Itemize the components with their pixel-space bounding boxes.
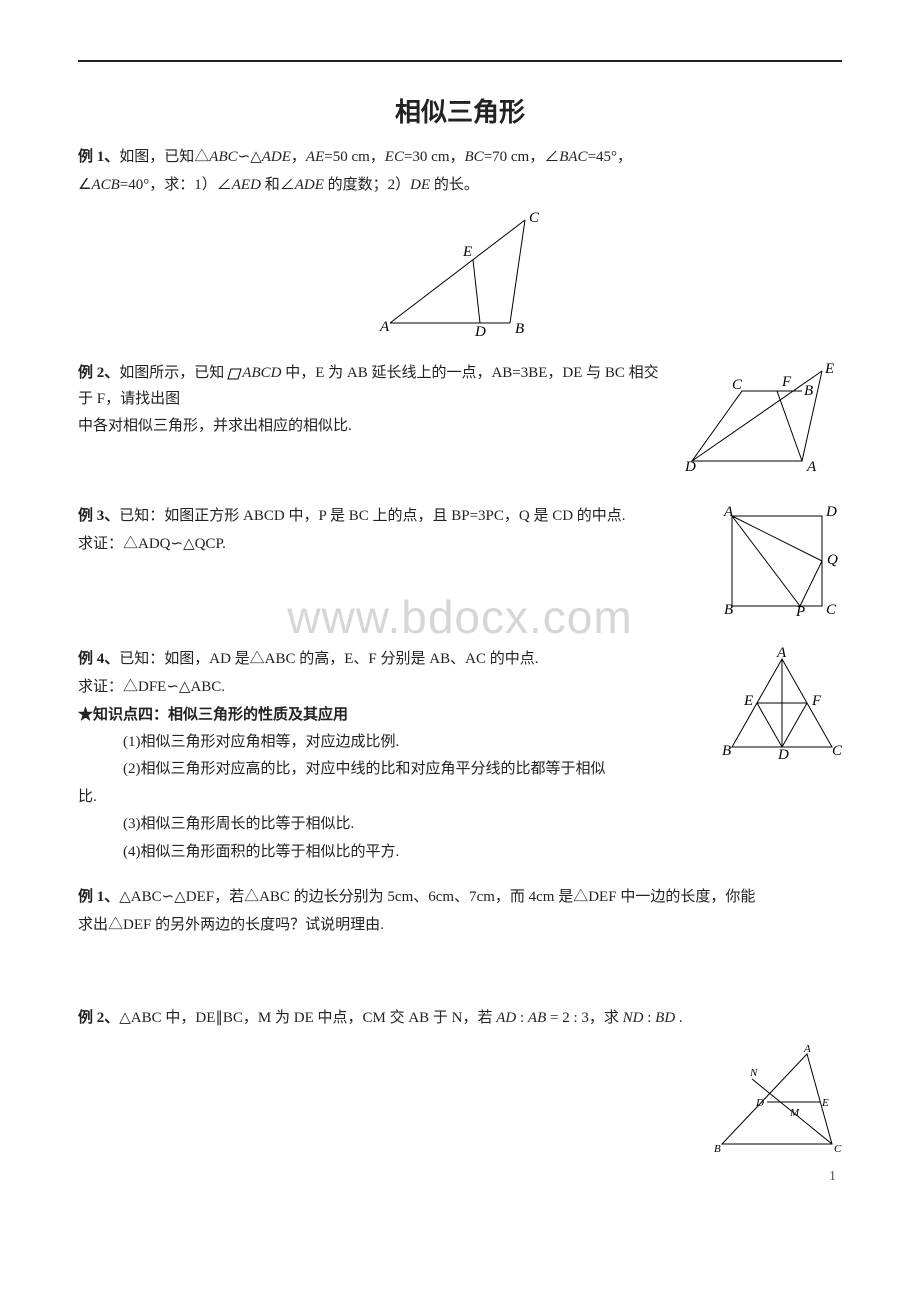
ex6-nd: ND (623, 1010, 644, 1026)
fig2-D: D (684, 459, 696, 473)
fig4-A: A (776, 647, 787, 661)
content: 相似三角形 例 1、如图，已知△ABC∽△ADE，AE=50 cm，EC=30 … (78, 92, 842, 1167)
ex1-c1: ， (291, 149, 306, 165)
example-1-line2: ∠ACB=40°，求：1）∠AED 和∠ADE 的度数；2）DE 的长。 (78, 173, 842, 199)
fig1-C: C (529, 210, 540, 226)
ex3-label: 例 3、 (78, 508, 119, 524)
ex1-ade2: ADE (295, 177, 324, 193)
fig4-F: F (811, 693, 822, 709)
example-1-line1: 例 1、如图，已知△ABC∽△ADE，AE=50 cm，EC=30 cm，BC=… (78, 145, 842, 171)
fig3-D: D (825, 504, 837, 520)
fig4-C: C (832, 743, 842, 759)
ex6-c1: : (516, 1010, 528, 1026)
ex6-ad: AD (496, 1010, 516, 1026)
fig1-D: D (474, 324, 486, 338)
ex6-tb: ，求 (589, 1010, 619, 1026)
ex1-bc: BC (465, 149, 484, 165)
ex3-ta: 已知：如图正方形 ABCD 中，P 是 BC 上的点，且 BP=3PC，Q 是 … (119, 508, 625, 524)
ex1-ec: EC (385, 149, 404, 165)
fig3-C: C (826, 602, 837, 616)
kp4-p3: (3)相似三角形周长的比等于相似比. (78, 812, 842, 838)
fig2-F: F (781, 374, 792, 390)
figure-6: A B C D E M N (712, 1044, 842, 1159)
ex2-label: 例 2、 (78, 365, 119, 381)
ex1-aev: =50 cm， (324, 149, 385, 165)
fig6-N: N (749, 1067, 758, 1079)
ex1-bcv: =70 cm，∠ (484, 149, 560, 165)
figure-2: D A C B E F (682, 361, 842, 478)
ex6-ab: AB (528, 1010, 546, 1026)
kp4-p4: (4)相似三角形面积的比等于相似比的平方. (78, 840, 842, 866)
ex1-ta: 如图，已知△ (119, 149, 209, 165)
fig2-B: B (804, 383, 813, 399)
ex1-label: 例 1、 (78, 149, 119, 165)
figure-4-svg: A B C D E F (722, 647, 842, 759)
ex1-l2e: 的长。 (430, 177, 479, 193)
fig3-P: P (795, 604, 805, 616)
example-5-line2: 求出△DEF 的另外两边的长度吗？试说明理由. (78, 913, 842, 939)
kp4-p2b: 比. (78, 785, 842, 811)
fig3-Q: Q (827, 552, 838, 568)
parallelogram-icon (224, 367, 242, 381)
fig6-E: E (821, 1097, 829, 1109)
example-5-line1: 例 1、△ABC∽△DEF，若△ABC 的边长分别为 5cm、6cm、7cm，而… (78, 885, 842, 911)
ex4-label: 例 4、 (78, 651, 119, 667)
ex1-l2m2: 的度数；2） (324, 177, 410, 193)
example-6-line1: 例 2、△ABC 中，DE∥BC，M 为 DE 中点，CM 交 AB 于 N，若… (78, 1006, 842, 1032)
fig2-E: E (824, 361, 834, 377)
fig3-B: B (724, 602, 733, 616)
ex1-acb: ACB (91, 177, 119, 193)
ex1-l2and: 和∠ (261, 177, 295, 193)
ex2-abcd: ABCD (242, 365, 281, 381)
fig1-A: A (379, 319, 390, 335)
ex1-l2pre: ∠ (78, 177, 91, 193)
fig4-B: B (722, 743, 731, 759)
ex6-c2: : (644, 1010, 656, 1026)
ex1-abc: ABC (209, 149, 237, 165)
ex1-bacv: =45°， (588, 149, 632, 165)
figure-6-svg: A B C D E M N (712, 1044, 842, 1154)
ex5-label: 例 1、 (78, 889, 119, 905)
page-title: 相似三角形 (78, 92, 842, 129)
fig1-E: E (462, 244, 472, 260)
ex6-tc: . (675, 1010, 683, 1026)
page-number: 1 (829, 1169, 836, 1185)
fig6-C: C (834, 1143, 842, 1154)
ex1-aed: AED (232, 177, 261, 193)
fig4-D: D (777, 747, 789, 759)
fig2-A: A (806, 459, 817, 473)
ex4-ta: 已知：如图，AD 是△ABC 的高，E、F 分别是 AB、AC 的中点. (119, 651, 538, 667)
figure-3-svg: A D B C Q P (722, 504, 842, 616)
ex6-label: 例 2、 (78, 1010, 119, 1026)
ex1-l2m: =40°，求：1）∠ (120, 177, 232, 193)
ex6-bd: BD (655, 1010, 675, 1026)
ex5-ta: △ABC∽△DEF，若△ABC 的边长分别为 5cm、6cm、7cm，而 4cm… (119, 889, 755, 905)
fig1-B: B (515, 321, 524, 337)
ex6-eq: = 2 : 3 (546, 1010, 589, 1026)
figure-1-svg: A B C D E (375, 208, 545, 338)
figure-1: A B C D E (78, 208, 842, 343)
fig4-E: E (743, 693, 753, 709)
ex1-sim: ∽△ (238, 149, 262, 165)
ex1-ecv: =30 cm， (404, 149, 465, 165)
ex1-de: DE (410, 177, 430, 193)
figure-3: A D B C Q P (722, 504, 842, 621)
ex1-ae: AE (306, 149, 324, 165)
figure-4: A B C D E F (722, 647, 842, 764)
fig6-D: D (755, 1097, 764, 1109)
top-rule (78, 60, 842, 62)
fig2-C: C (732, 377, 743, 393)
fig6-B: B (714, 1143, 721, 1154)
fig6-A: A (803, 1044, 811, 1055)
figure-2-svg: D A C B E F (682, 361, 842, 473)
ex2-ta: 如图所示，已知 (119, 365, 224, 381)
ex6-ta: △ABC 中，DE∥BC，M 为 DE 中点，CM 交 AB 于 N，若 (119, 1010, 492, 1026)
ex1-bac: BAC (559, 149, 587, 165)
ex1-ade: ADE (262, 149, 291, 165)
fig3-A: A (723, 504, 734, 520)
fig6-M: M (789, 1107, 800, 1119)
